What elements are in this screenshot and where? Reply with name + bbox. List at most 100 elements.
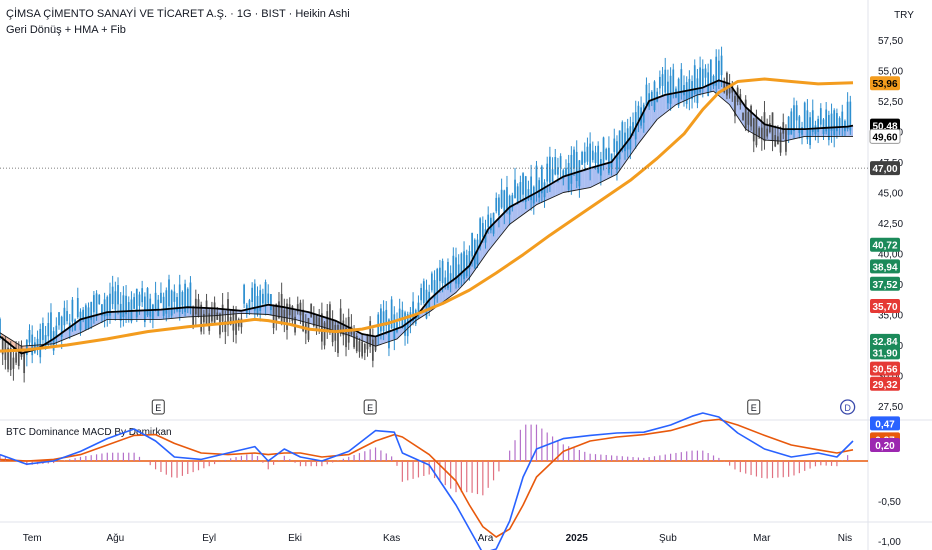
cloud-segment	[265, 304, 269, 315]
candle-body	[224, 320, 227, 332]
candle-body	[559, 156, 562, 168]
candle-body	[586, 146, 589, 162]
candle-body	[47, 322, 50, 337]
candle-body	[221, 304, 224, 322]
cloud-segment	[362, 334, 365, 342]
candle-body	[286, 303, 288, 330]
candle-body	[361, 341, 363, 357]
earnings-marker	[363, 399, 377, 415]
candle-body	[412, 301, 414, 322]
candle-body	[511, 195, 514, 208]
candle-body	[747, 112, 750, 125]
candle-body	[500, 189, 503, 208]
candle-body	[371, 339, 374, 361]
candle-body	[95, 293, 98, 317]
cloud-segment	[547, 184, 550, 200]
candle-body	[790, 111, 793, 135]
macd-badge	[870, 438, 900, 452]
candle-body	[272, 304, 275, 329]
cloud-segment	[646, 101, 650, 134]
currency-label[interactable]: TRY	[894, 10, 914, 21]
candle-body	[645, 84, 648, 106]
candle-body	[495, 197, 498, 212]
candle-body	[176, 297, 178, 311]
candle-body	[578, 160, 581, 187]
candle-body	[283, 309, 286, 324]
candle-body	[205, 300, 208, 326]
candle-body	[685, 82, 688, 105]
price-badge-label: 40,72	[872, 241, 897, 252]
candle-body	[152, 304, 154, 320]
candle-body	[744, 99, 747, 129]
cloud-segment	[139, 310, 143, 320]
candle-body	[369, 321, 372, 347]
candle-body	[667, 81, 669, 104]
candle-body	[382, 311, 385, 332]
candle-body	[227, 299, 229, 326]
candle-body	[720, 55, 723, 76]
candle-body	[213, 302, 216, 323]
candle-body	[508, 195, 511, 215]
candle-body	[211, 308, 213, 322]
candle-body	[321, 313, 323, 342]
cloud-segment	[380, 333, 384, 345]
candle-body	[567, 163, 570, 190]
candle-body	[390, 299, 393, 329]
price-badge-label: 53,96	[872, 79, 897, 90]
candle-body	[712, 75, 715, 86]
candle-body	[793, 105, 795, 131]
candle-body	[516, 186, 519, 203]
candle-body	[264, 282, 267, 307]
candle-body	[146, 288, 149, 316]
candle-body	[109, 293, 111, 316]
candle-body	[591, 150, 594, 160]
candle-body	[143, 296, 146, 323]
candle-body	[162, 296, 165, 316]
macd-pane-title: BTC Dominance MACD By Demirkan	[6, 427, 172, 438]
candle-body	[449, 273, 452, 284]
cloud-segment	[549, 182, 553, 199]
candle-body	[189, 282, 192, 308]
price-badge-label: 47,00	[872, 164, 897, 175]
candle-body	[388, 319, 390, 349]
candle-body	[114, 291, 117, 310]
candle-body	[583, 151, 586, 163]
cloud-segment	[496, 218, 499, 241]
candle-body	[200, 304, 203, 332]
cloud-segment	[488, 226, 491, 252]
dividend-marker	[839, 399, 856, 415]
price-tick-label: 42,50	[878, 219, 903, 230]
price-tick-label: 55,00	[878, 67, 903, 78]
candle-body	[374, 337, 377, 351]
candle-body	[342, 320, 345, 336]
candle-body	[366, 334, 369, 350]
candle-body	[602, 137, 605, 165]
candle-body	[256, 295, 259, 314]
candle-body	[811, 110, 814, 133]
candle-body	[253, 283, 256, 311]
candle-body	[447, 261, 449, 289]
candle-body	[358, 341, 361, 352]
candle-body	[323, 322, 326, 346]
indicator-label: Geri Dönüş + HMA + Fib	[6, 24, 126, 36]
candle-body	[157, 299, 160, 316]
candle-body	[801, 127, 803, 135]
candle-body	[12, 357, 15, 369]
candle-body	[337, 324, 339, 354]
axis-ticks: 57,5055,0052,5050,0047,5045,0042,5040,00…	[23, 36, 904, 544]
candle-body	[310, 303, 313, 318]
candle-body	[101, 304, 103, 316]
candle-body	[806, 110, 809, 140]
candle-body	[650, 91, 653, 100]
candle-body	[763, 112, 766, 142]
cloud-segment	[793, 129, 797, 139]
cloud-segment	[557, 178, 561, 195]
candle-body	[299, 302, 302, 316]
event-marker-label: D	[844, 403, 851, 413]
candle-body	[637, 105, 640, 122]
candle-body	[181, 291, 184, 306]
candle-body	[165, 290, 168, 314]
candle-body	[119, 303, 122, 321]
